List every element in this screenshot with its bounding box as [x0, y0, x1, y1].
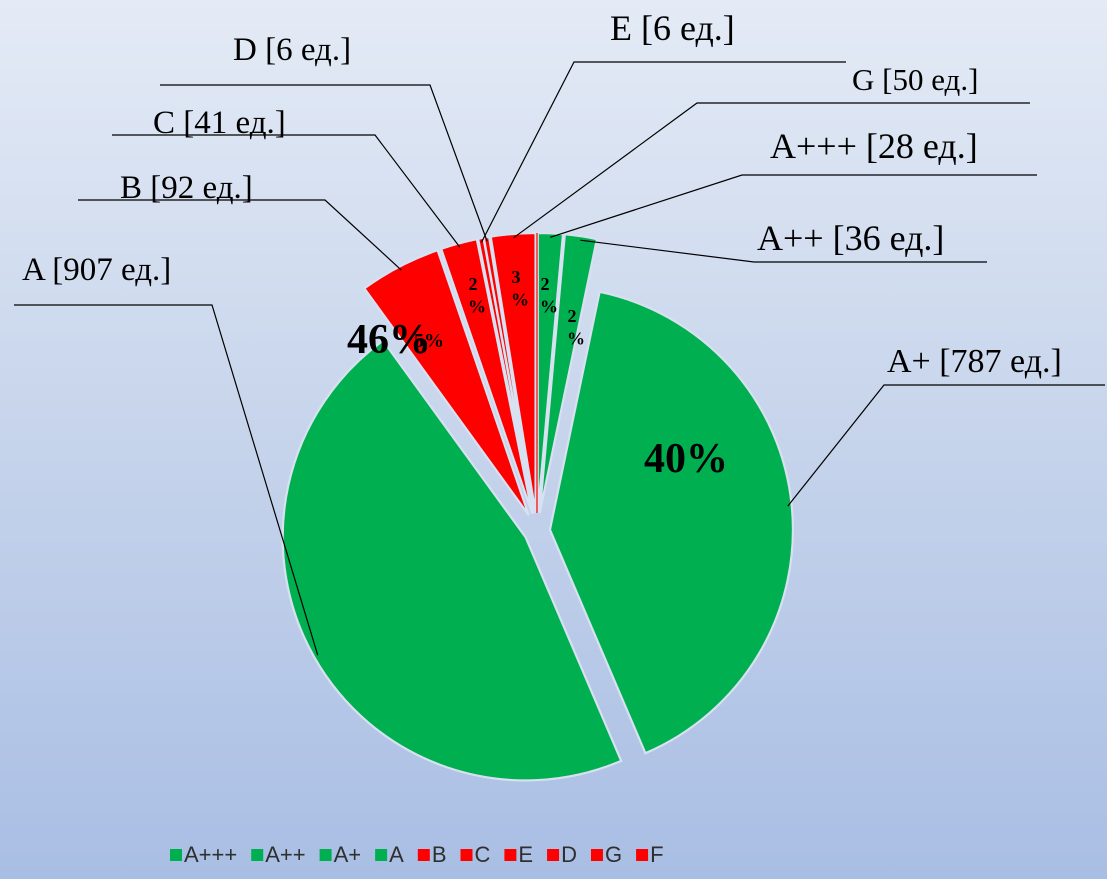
legend-label: F	[650, 842, 663, 867]
legend-label: A+	[334, 842, 362, 867]
legend-item-e: E	[504, 842, 533, 867]
legend-label: A	[389, 842, 404, 867]
leader-line-app	[580, 239, 987, 263]
percent-label-ap: 40%	[644, 436, 728, 482]
leader-line-appp	[550, 174, 1037, 238]
legend-swatch	[319, 849, 332, 861]
legend-item-d: D	[547, 842, 577, 867]
leader-line-ap	[787, 384, 1105, 507]
legend-label: E	[518, 842, 533, 867]
callout-label-appp: A+++ [28 ед.]	[770, 126, 978, 166]
legend-label: A++	[265, 842, 305, 867]
chart-legend: A+++ A++ A+ A B C E D G F	[170, 842, 664, 867]
legend-swatch	[170, 849, 182, 861]
legend-swatch	[636, 849, 649, 861]
percent-label-c: 2%	[468, 274, 486, 317]
legend-item-a: A	[375, 842, 404, 867]
percent-label-appp: 2%	[540, 274, 558, 317]
leader-line-b	[78, 199, 402, 271]
callout-label-a: A [907 ед.]	[22, 252, 171, 288]
slice-b	[362, 248, 530, 516]
percent-label-app: 2%	[567, 306, 585, 349]
legend-item-b: B	[417, 842, 447, 867]
callout-label-c: C [41 ед.]	[153, 105, 286, 141]
callout-label-b: B [92 ед.]	[120, 170, 253, 206]
legend-item-g: G	[590, 842, 622, 867]
legend-item-appp: A+++	[170, 842, 237, 867]
legend-swatch	[375, 849, 388, 861]
slice-appp	[536, 231, 565, 514]
percent-labels: 2% 2 %40%46%5%2 %3%	[347, 267, 728, 482]
percent-label-g: 3%	[511, 267, 529, 310]
legend-label: A+++	[184, 842, 237, 867]
legend-swatch	[417, 849, 430, 861]
callout-label-d: D [6 ед.]	[233, 32, 351, 68]
slice-a	[281, 339, 623, 782]
leader-line-d	[160, 84, 488, 242]
percent-label-b: 5%	[414, 330, 444, 352]
legend-item-ap: A+	[319, 842, 362, 867]
slice-c	[439, 237, 534, 514]
legend-swatch	[460, 849, 473, 861]
callout-label-ap: A+ [787 ед.]	[887, 343, 1062, 380]
legend-swatch	[547, 849, 560, 861]
legend-item-app: A++	[251, 842, 306, 867]
legend-label: B	[432, 842, 447, 867]
legend-label: G	[605, 842, 622, 867]
legend-swatch	[590, 849, 603, 861]
pie-slices	[281, 231, 795, 782]
legend-swatch	[251, 849, 264, 861]
legend-label: D	[561, 842, 577, 867]
legend-item-c: C	[460, 842, 491, 867]
leader-line-g	[513, 102, 1030, 239]
callout-label-e: E [6 ед.]	[610, 8, 735, 48]
slice-ap	[548, 290, 795, 755]
callout-label-g: G [50 ед.]	[852, 62, 978, 97]
leader-line-e	[480, 61, 846, 243]
callout-lines: A+++ [28 ед.] A++ [36 ед.] A+ [787 ед.] A […	[14, 8, 1105, 656]
callout-label-app: A++ [36 ед.]	[757, 218, 944, 258]
leader-line-c	[112, 134, 461, 248]
legend-swatch	[504, 849, 517, 861]
percent-label-a: 46%	[347, 317, 431, 363]
leader-line-a	[14, 304, 319, 656]
legend-label: C	[475, 842, 491, 867]
slice-app	[538, 233, 599, 514]
legend-item-f: F	[636, 842, 664, 867]
slice-g	[489, 231, 537, 514]
